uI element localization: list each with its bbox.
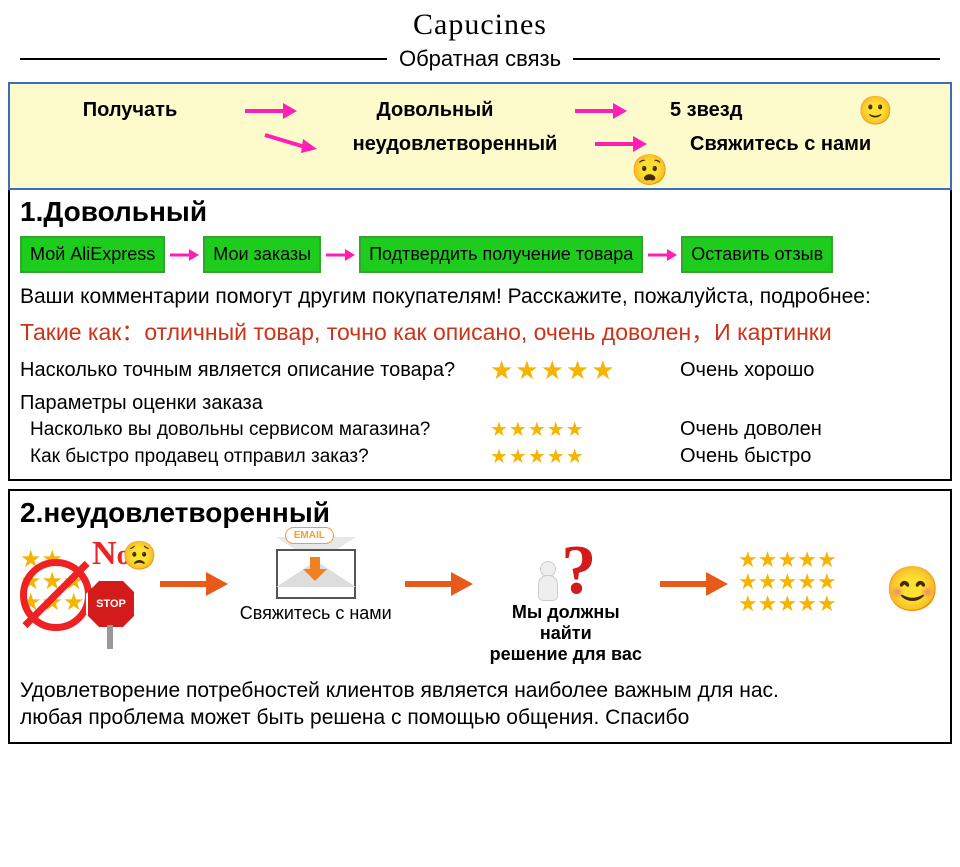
stars-icon: ★★★★★ (490, 417, 680, 442)
rating-a1: Очень хорошо (680, 359, 814, 382)
email-icon: EMAIL (271, 539, 361, 599)
stop-pole (107, 625, 113, 649)
footer-text: Удовлетворение потребностей клиентов явл… (20, 677, 940, 732)
stars-icon: ★★★★★ (490, 444, 680, 469)
rating-row-2: Насколько вы довольны сервисом магазина?… (20, 417, 940, 442)
flow-unsatisfied: неудовлетворенный (330, 133, 580, 156)
stars-icon: ★★★★★ (490, 355, 680, 386)
header: Capucines (0, 0, 960, 46)
solution-line1: Мы должны найти (483, 602, 648, 644)
footer-line2: любая проблема может быть решена с помощ… (20, 704, 940, 731)
step-review: Оставить отзыв (681, 236, 833, 273)
email-label: EMAIL (285, 527, 334, 544)
flow-five-stars: 5 звезд (640, 99, 840, 122)
happy-icon: 😊 (885, 539, 940, 615)
solution-line2: решение для вас (483, 644, 648, 665)
question-mark-icon: ? (561, 532, 596, 609)
unsat-flow: ★★★★★★★★ No 😟 STOP EMAIL Свяжитесь с нам… (20, 539, 940, 665)
params-heading: Параметры оценки заказа (20, 392, 940, 415)
arrow-icon (158, 539, 228, 599)
flow-row-1: Получать Довольный 5 звезд 🙂 (30, 94, 930, 127)
rating-q2: Насколько вы довольны сервисом магазина? (30, 419, 490, 441)
rating-row-1: Насколько точным является описание товар… (20, 355, 940, 386)
comments-intro: Ваши комментарии помогут другим покупате… (20, 285, 940, 309)
section-unsatisfied: 2.неудовлетворенный ★★★★★★★★ No 😟 STOP E… (8, 489, 952, 744)
arrow-icon (260, 131, 320, 157)
subtitle-row: Обратная связь (0, 46, 960, 72)
sad-icon: 😟 (122, 539, 157, 572)
flow-satisfied: Довольный (310, 99, 560, 122)
step-my-aliexpress: Мой AliExpress (20, 236, 165, 273)
section1-heading: 1.Довольный (20, 196, 940, 228)
arrow-icon (325, 247, 355, 263)
rating-row-3: Как быстро продавец отправил заказ? ★★★★… (20, 444, 940, 469)
email-block: EMAIL Свяжитесь с нами (238, 539, 393, 624)
question-graphic: ? (483, 539, 648, 602)
arrow-icon (590, 134, 650, 154)
subtitle: Обратная связь (399, 46, 561, 72)
stop-sign-icon: STOP (86, 579, 136, 629)
divider-left (20, 58, 387, 60)
flow-diagram: Получать Довольный 5 звезд 🙂 неудовлетво… (8, 82, 952, 190)
final-stars-icon: ★★★★★★★★★★★★★★★ (738, 539, 875, 615)
arrow-icon (647, 247, 677, 263)
contact-label: Свяжитесь с нами (238, 603, 393, 624)
divider-right (573, 58, 940, 60)
brand-title: Capucines (0, 8, 960, 42)
footer-line1: Удовлетворение потребностей клиентов явл… (20, 677, 940, 704)
rating-a2: Очень доволен (680, 418, 822, 441)
rating-q1: Насколько точным является описание товар… (20, 359, 490, 382)
section2-heading: 2.неудовлетворенный (20, 497, 940, 529)
arrow-icon (240, 101, 300, 121)
arrow-icon (403, 539, 473, 599)
no-stars-block: ★★★★★★★★ No 😟 STOP (20, 539, 148, 649)
flow-receive: Получать (30, 99, 230, 122)
question-block: ? Мы должны найти решение для вас (483, 539, 648, 665)
green-step-row: Мой AliExpress Мои заказы Подтвердить по… (20, 236, 940, 273)
rating-a3: Очень быстро (680, 445, 811, 468)
smiley-icon: 🙂 (858, 94, 893, 127)
sad-icon: 😧 (631, 154, 668, 187)
sad-face-wrap: 😧 (370, 153, 930, 188)
arrow-icon (169, 247, 199, 263)
step-confirm: Подтвердить получение товара (359, 236, 643, 273)
flow-contact: Свяжитесь с нами (660, 133, 900, 156)
example-text: Такие как：отличный товар, точно как опис… (20, 313, 940, 347)
person-icon (535, 562, 561, 602)
rating-q3: Как быстро продавец отправил заказ? (30, 446, 490, 468)
section-satisfied: 1.Довольный Мой AliExpress Мои заказы По… (8, 190, 952, 481)
step-my-orders: Мои заказы (203, 236, 321, 273)
arrow-icon (658, 539, 728, 599)
flow-row-2: неудовлетворенный Свяжитесь с нами (260, 131, 930, 157)
arrow-icon (570, 101, 630, 121)
